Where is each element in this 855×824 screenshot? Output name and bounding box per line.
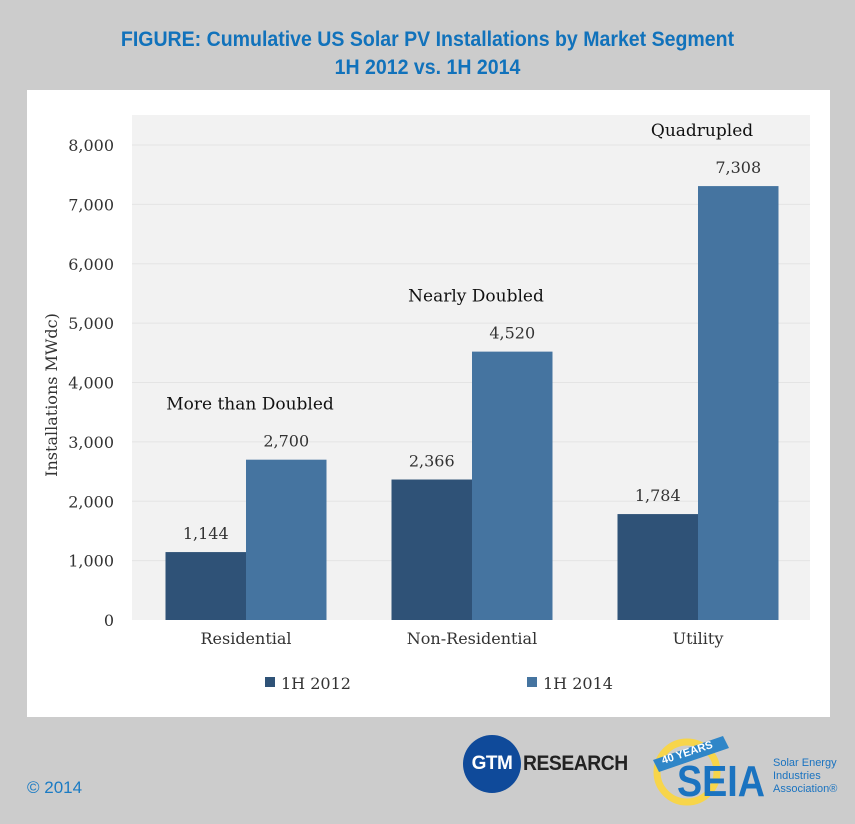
bar-1h-2012-utility bbox=[617, 514, 698, 620]
seia-line-3: Association® bbox=[773, 783, 837, 795]
bar-1h-2014-non-residential bbox=[472, 351, 553, 620]
data-label: 4,520 bbox=[489, 324, 535, 343]
annotation: Nearly Doubled bbox=[408, 287, 544, 307]
seia-line-2: Industries bbox=[773, 770, 821, 782]
title-line-2: 1H 2012 vs. 1H 2014 bbox=[334, 56, 521, 79]
data-label: 2,700 bbox=[263, 432, 309, 451]
x-tick-label: Residential bbox=[200, 629, 291, 648]
data-label: 7,308 bbox=[715, 158, 761, 177]
y-axis-label: Installations MWdc) bbox=[42, 313, 61, 477]
y-tick-label: 8,000 bbox=[68, 136, 114, 155]
x-axis-ticks: Residential Non-Residential Utility bbox=[200, 629, 723, 648]
seia-mark: SEIA bbox=[677, 757, 765, 806]
copyright-text: © 2014 bbox=[27, 778, 83, 797]
x-tick-label: Non-Residential bbox=[407, 629, 537, 648]
bars bbox=[165, 186, 779, 620]
gtm-wordmark: RESEARCH bbox=[523, 752, 628, 775]
bar-1h-2014-utility bbox=[698, 186, 779, 620]
bar-1h-2012-residential bbox=[165, 552, 246, 620]
y-tick-label: 2,000 bbox=[68, 492, 114, 511]
legend: 1H 2012 1H 2014 bbox=[265, 674, 613, 693]
x-tick-label: Utility bbox=[673, 629, 724, 648]
y-tick-label: 1,000 bbox=[68, 552, 114, 571]
legend-swatch-2012 bbox=[265, 677, 275, 687]
data-label: 1,784 bbox=[635, 486, 681, 505]
y-axis-ticks: 0 1,000 2,000 3,000 4,000 5,000 6,000 7,000 8,00… bbox=[68, 136, 114, 630]
y-tick-label: 3,000 bbox=[68, 433, 114, 452]
gtm-seal-icon: GTM bbox=[465, 737, 519, 791]
data-label: 2,366 bbox=[409, 452, 455, 471]
y-tick-label: 4,000 bbox=[68, 374, 114, 393]
seia-sun-icon bbox=[653, 738, 721, 806]
seia-logo: 40 YEARS SEIA Solar Energy Industries As… bbox=[653, 736, 837, 806]
legend-swatch-2014 bbox=[527, 677, 537, 687]
y-tick-label: 6,000 bbox=[68, 255, 114, 274]
annotations: More than Doubled Nearly Doubled Quadruple… bbox=[166, 121, 753, 415]
data-label: 1,144 bbox=[183, 524, 229, 543]
bar-1h-2014-residential bbox=[246, 459, 327, 620]
title-line-1: FIGURE: Cumulative US Solar PV Installat… bbox=[120, 28, 735, 51]
y-tick-label: 0 bbox=[104, 611, 114, 630]
data-labels: 1,144 2,700 2,366 4,520 1,784 7,308 bbox=[183, 158, 761, 543]
y-tick-label: 7,000 bbox=[68, 195, 114, 214]
gtm-seal-text: GTM bbox=[471, 753, 513, 774]
y-tick-label: 5,000 bbox=[68, 314, 114, 333]
annotation: More than Doubled bbox=[166, 395, 334, 415]
seia-ribbon-icon bbox=[653, 736, 729, 772]
seia-line-1: Solar Energy bbox=[773, 757, 837, 769]
gtm-research-logo: GTM RESEARCH bbox=[465, 737, 635, 792]
legend-label-2014: 1H 2014 bbox=[543, 674, 613, 693]
figure-title: FIGURE: Cumulative US Solar PV Installat… bbox=[30, 26, 825, 82]
legend-label-2012: 1H 2012 bbox=[281, 674, 351, 693]
annotation: Quadrupled bbox=[651, 121, 753, 141]
bar-1h-2012-non-residential bbox=[391, 479, 472, 620]
